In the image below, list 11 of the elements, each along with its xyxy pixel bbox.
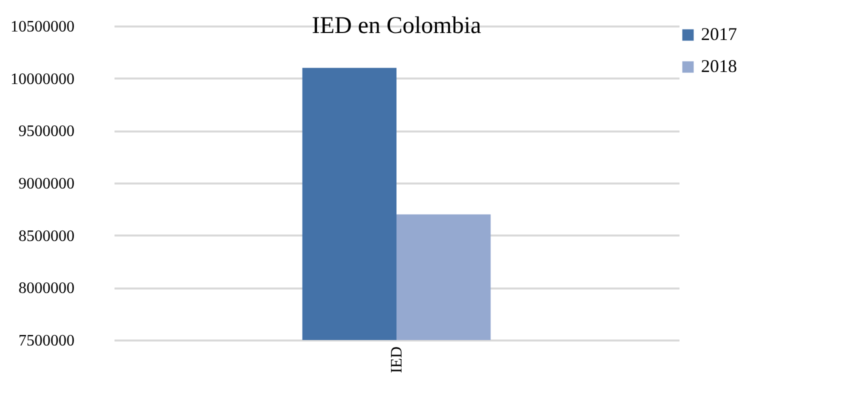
y-tick-label: 10000000 [10,70,74,88]
legend-label: 2017 [701,24,737,44]
y-tick-label: 9000000 [18,176,74,192]
chart-title: IED en Colombia [312,13,482,39]
y-tick-label: 10500000 [10,18,74,36]
y-tick-label: 8000000 [18,280,74,298]
y-tick-label: 9500000 [18,123,74,140]
y-tick-label: 8500000 [18,228,74,245]
legend-label: 2018 [701,56,737,76]
x-tick-label: IED [388,346,406,374]
y-tick-label: 7500000 [18,332,74,350]
